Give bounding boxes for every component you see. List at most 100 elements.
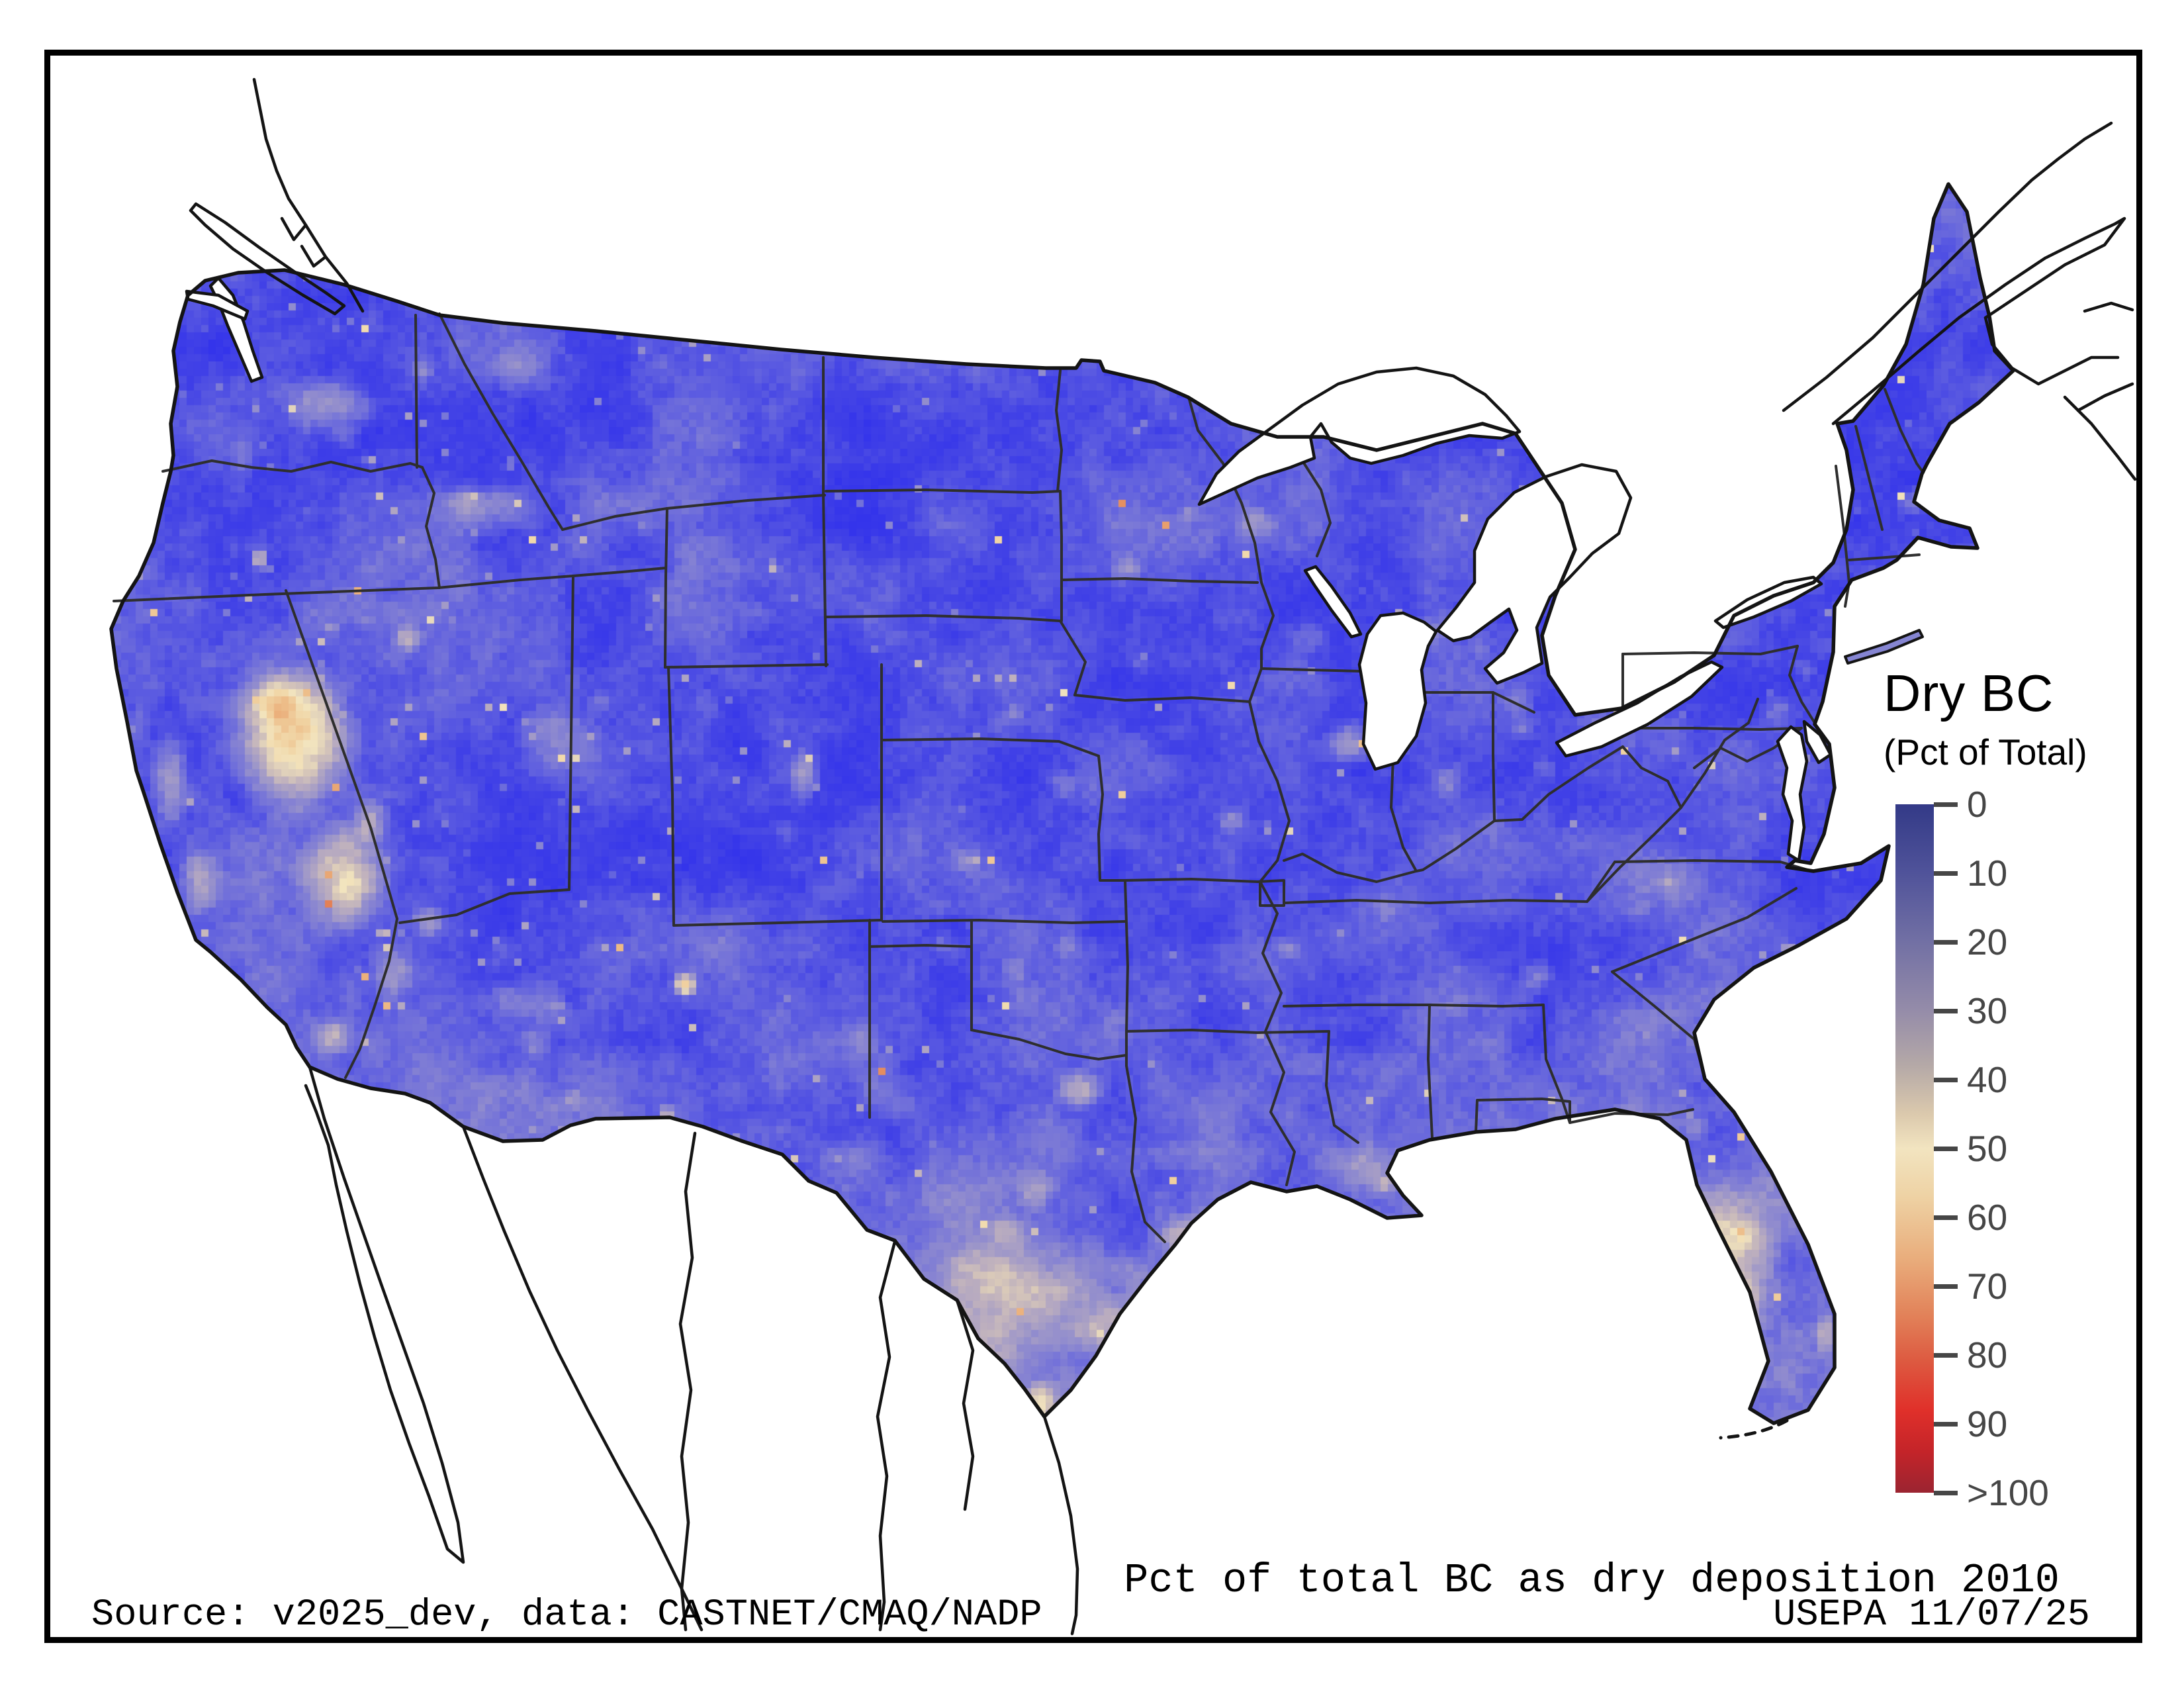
foreign-coastline (2083, 301, 2134, 313)
colorbar-tick-mark (1934, 1422, 1958, 1427)
state-border-line (414, 314, 418, 469)
colorbar-tick-mark (1934, 1491, 1958, 1495)
state-border-line (1621, 727, 1803, 731)
colorbar-tick-label: 20 (1967, 921, 2008, 962)
colorbar-tick-label: 80 (1967, 1335, 2008, 1376)
state-border-line (1125, 1029, 1330, 1034)
state-border-line (1060, 577, 1259, 584)
foreign-coastline (300, 244, 328, 268)
state-border-line (1283, 745, 1624, 883)
us-national-outline (109, 182, 2015, 1425)
colorbar-tick-mark (1934, 1215, 1958, 1220)
state-border-line (1492, 691, 1496, 822)
colorbar-tick-label: 70 (1967, 1266, 2008, 1307)
state-border-line (822, 356, 827, 667)
figure-caption: Pct of total BC as dry deposition 2010 (1124, 1557, 2060, 1604)
state-border-line (1611, 887, 1797, 973)
state-border-line (1854, 425, 1884, 531)
state-border-line (880, 737, 1100, 757)
great-lake-shape (1357, 611, 1438, 771)
state-border-line (868, 944, 973, 948)
state-border-line (1248, 581, 1291, 883)
plot-frame (44, 50, 2142, 1643)
foreign-coastline (280, 216, 308, 242)
foreign-coastline (876, 1240, 897, 1632)
great-lake-shape (1802, 720, 1833, 765)
state-border-line (1059, 490, 1063, 622)
state-border-line (882, 919, 1126, 924)
colorbar-tick-mark (1934, 1009, 1958, 1013)
great-lake-shape (1303, 565, 1363, 639)
state-border-line (1097, 755, 1126, 882)
colorbar-tick-mark (1934, 1078, 1958, 1082)
colorbar-tick-mark (1934, 1147, 1958, 1151)
foreign-coastline (1831, 216, 2126, 426)
state-border-line (1260, 667, 1362, 673)
colorbar-tick-mark (1934, 940, 1958, 945)
foreign-coastline (1042, 1415, 1079, 1636)
colorbar-tick-mark (1934, 1284, 1958, 1289)
state-border-line (1586, 806, 1682, 903)
state-border-line (1125, 1064, 1166, 1243)
foreign-coastline (189, 202, 346, 316)
state-border-line (1283, 899, 1588, 904)
state-border-line (664, 507, 668, 669)
state-border-line (398, 888, 570, 924)
state-border-line (1884, 388, 1925, 474)
state-border-line (1124, 878, 1285, 907)
state-border-line (1621, 745, 1682, 809)
state-border-line (1427, 1004, 1433, 1139)
state-border-line (672, 919, 883, 927)
state-border-line (1621, 645, 1799, 655)
state-border-line (1848, 553, 1921, 561)
colorbar-tick-label: 10 (1967, 853, 2008, 894)
foreign-coastline (304, 1065, 465, 1564)
state-border-line (1542, 1004, 1571, 1124)
state-border-line (421, 466, 441, 589)
colorbar-tick-label: 30 (1967, 990, 2008, 1031)
state-border-line (664, 663, 829, 669)
foreign-coastline (252, 77, 365, 313)
colorbar-tick-label: 0 (1967, 784, 1987, 825)
state-border-line (1283, 1004, 1545, 1008)
state-border-line (1325, 1030, 1359, 1144)
state-border-line (572, 567, 667, 577)
state-border-line (1475, 1098, 1694, 1133)
state-border-line (825, 489, 1062, 494)
state-border-line (568, 575, 574, 891)
great-lake-shape (1555, 660, 1724, 758)
colorbar-tick-label: 60 (1967, 1197, 2008, 1238)
state-border-line (438, 312, 564, 531)
state-border-line (344, 917, 398, 1079)
agency-date-note: USEPA 11/07/25 (1773, 1594, 2090, 1636)
colorbar-tick-mark (1934, 802, 1958, 807)
state-border-line (1614, 859, 1813, 872)
state-border-line (1680, 698, 1759, 809)
great-lake-shape (1776, 725, 1809, 863)
great-lake-shape (1197, 366, 1522, 506)
colorbar-tick-label: 90 (1967, 1403, 2008, 1444)
foreign-coastline (955, 1298, 975, 1511)
state-border-line (1055, 369, 1063, 492)
foreign-coastline (678, 1131, 697, 1632)
state-border-line (1073, 694, 1251, 703)
legend-title: Dry BC (1884, 664, 2054, 722)
state-border-line (1124, 879, 1129, 1067)
state-border-line (1586, 861, 1616, 903)
colorbar-tick-mark (1934, 871, 1958, 876)
colorbar-tick-label: >100 (1967, 1472, 2049, 1513)
colorbar-tick-label: 40 (1967, 1059, 2008, 1100)
foreign-coastline (461, 1125, 704, 1632)
state-border-line (285, 589, 398, 920)
foreign-coastline (2076, 382, 2134, 412)
colorbar-tick-label: 50 (1967, 1128, 2008, 1169)
colorbar-tick-mark (1934, 1353, 1958, 1358)
state-border-line (1835, 465, 1850, 608)
colorbar-gradient (1895, 804, 1934, 1493)
state-border-line (667, 666, 675, 927)
source-note: Source: v2025_dev, data: CASTNET/CMAQ/NA… (91, 1594, 1042, 1636)
florida-keys-arc (1719, 1419, 1789, 1440)
state-border-line (1788, 645, 1816, 724)
